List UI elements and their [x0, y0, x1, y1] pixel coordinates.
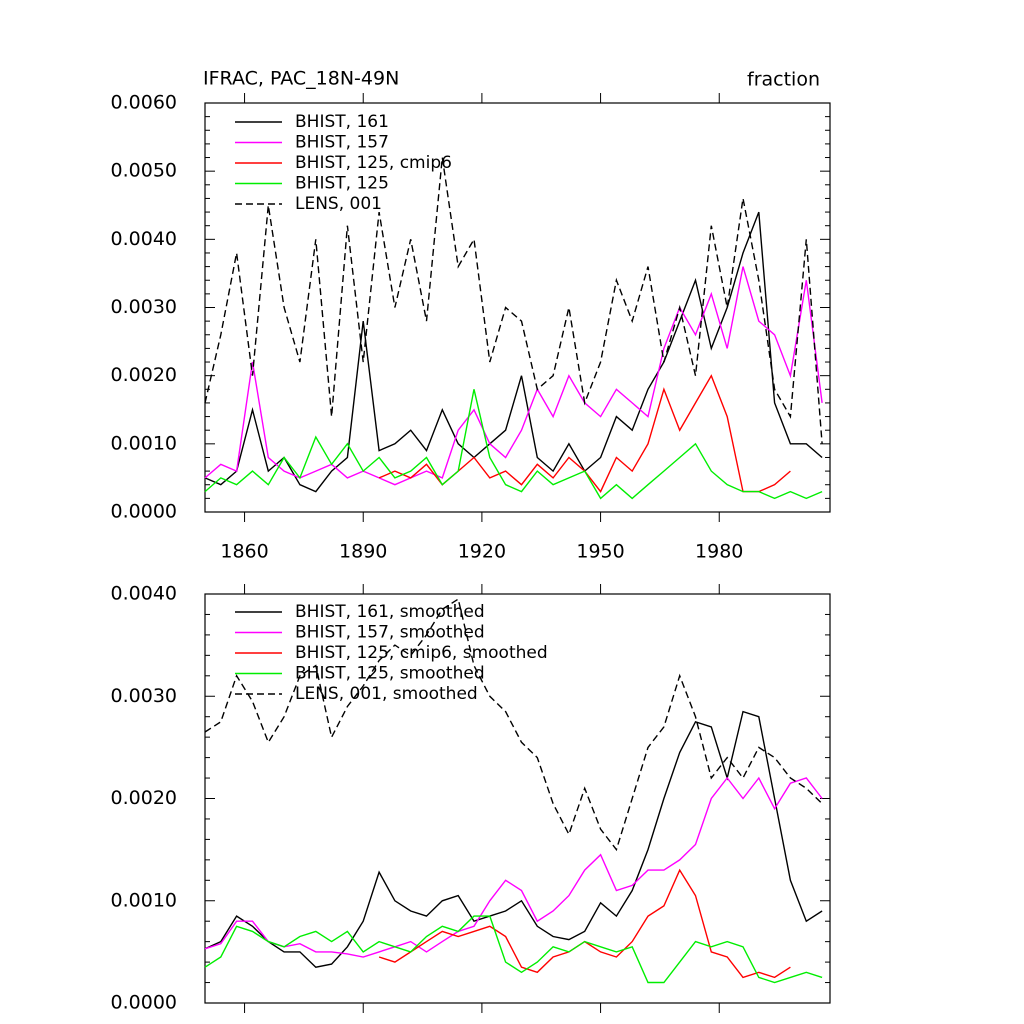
y-tick-label: 0.0020	[111, 364, 177, 386]
legend-label: BHIST, 125, smoothed	[295, 664, 485, 684]
y-tick-label: 0.0000	[111, 992, 177, 1014]
x-tick-label: 1860	[220, 541, 268, 563]
y-tick-label: 0.0010	[111, 432, 177, 454]
chart-title: IFRAC, PAC_18N-49N	[203, 68, 399, 90]
legend-label: LENS, 001, smoothed	[295, 684, 478, 704]
y-tick-label: 0.0030	[111, 685, 177, 707]
x-tick-label: 1980	[695, 541, 743, 563]
series-line	[204, 211, 823, 493]
series-line	[204, 266, 823, 486]
x-tick-label: 1920	[458, 541, 506, 563]
y-tick-label: 0.0010	[111, 889, 177, 911]
legend-label: BHIST, 161	[295, 112, 389, 132]
units-label: fraction	[747, 69, 820, 91]
series-line	[204, 710, 823, 968]
series-line	[204, 157, 823, 444]
legend-label: BHIST, 125, cmip6, smoothed	[295, 643, 548, 663]
series-line	[204, 389, 823, 500]
legend-label: LENS, 001	[295, 194, 382, 214]
y-tick-label: 0.0020	[111, 787, 177, 809]
legend-label: BHIST, 157	[295, 133, 389, 153]
legend-label: BHIST, 125, cmip6	[295, 153, 452, 173]
y-tick-label: 0.0030	[111, 296, 177, 318]
y-tick-label: 0.0060	[111, 92, 177, 114]
y-tick-label: 0.0040	[111, 228, 177, 250]
x-tick-label: 1890	[339, 541, 387, 563]
series-line	[204, 776, 823, 958]
legend-label: BHIST, 161, smoothed	[295, 602, 485, 622]
series-line	[378, 868, 791, 979]
legend-label: BHIST, 125	[295, 174, 389, 194]
series-line	[204, 915, 823, 984]
series-line	[204, 597, 823, 852]
y-tick-label: 0.0040	[111, 583, 177, 605]
y-tick-label: 0.0000	[111, 501, 177, 523]
legend-label: BHIST, 157, smoothed	[295, 623, 485, 643]
x-tick-label: 1950	[576, 541, 624, 563]
series-line	[378, 374, 791, 493]
y-tick-label: 0.0050	[111, 160, 177, 182]
